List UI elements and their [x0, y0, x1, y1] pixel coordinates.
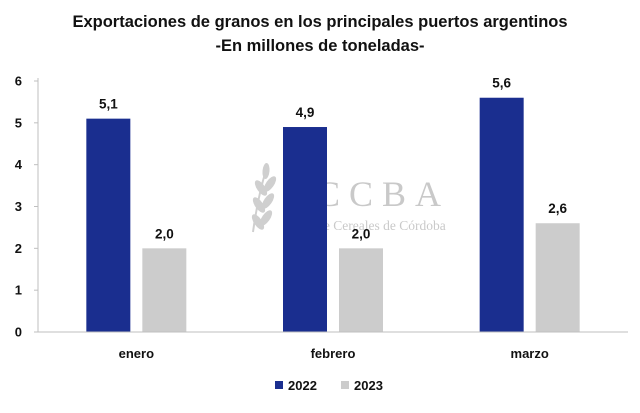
bar-2022-febrero	[283, 127, 327, 333]
x-category-label: enero	[119, 346, 154, 361]
chart-title: Exportaciones de granos en los principal…	[72, 13, 568, 31]
bar-2022-marzo	[479, 97, 524, 332]
legend-swatch-2023	[341, 381, 349, 389]
labels-layer: 5,1 2,0 4,9 2,0 5,6 2,6	[99, 76, 568, 242]
bar-2023-marzo	[535, 223, 580, 332]
data-label: 2,0	[155, 226, 174, 241]
y-tick-label: 5	[15, 115, 22, 130]
y-tick-label: 2	[15, 241, 22, 256]
y-tick-label: 0	[15, 325, 22, 340]
bar-2023-enero	[142, 248, 187, 332]
y-tick-label: 6	[15, 74, 22, 89]
data-label: 2,0	[352, 226, 371, 241]
data-label: 5,1	[99, 97, 118, 112]
y-tick-label: 3	[15, 199, 22, 214]
x-category-label: marzo	[511, 346, 549, 361]
bccba-watermark: BCCBA Bolsa de Cereales de Córdoba	[251, 163, 446, 233]
x-category-label: febrero	[311, 346, 356, 361]
legend-label-2022: 2022	[288, 378, 317, 393]
bar-2022-enero	[86, 118, 131, 333]
legend: 2022 2023	[275, 378, 383, 393]
legend-swatch-2022	[275, 381, 283, 389]
chart-title-block: Exportaciones de granos en los principal…	[0, 10, 640, 58]
legend-label-2023: 2023	[354, 378, 383, 393]
data-label: 2,6	[548, 201, 567, 216]
data-label: 4,9	[296, 105, 315, 120]
data-label: 5,6	[492, 76, 511, 91]
bars-layer	[86, 97, 580, 333]
y-tick-label: 1	[15, 283, 22, 298]
chart-subtitle: -En millones de toneladas-	[215, 37, 425, 55]
axes-layer: 0 1 2 3 4 5 6 enero febrero marzo	[15, 74, 628, 361]
bar-2023-febrero	[339, 248, 383, 332]
wheat-icon	[251, 163, 277, 233]
y-tick-label: 4	[15, 157, 23, 172]
